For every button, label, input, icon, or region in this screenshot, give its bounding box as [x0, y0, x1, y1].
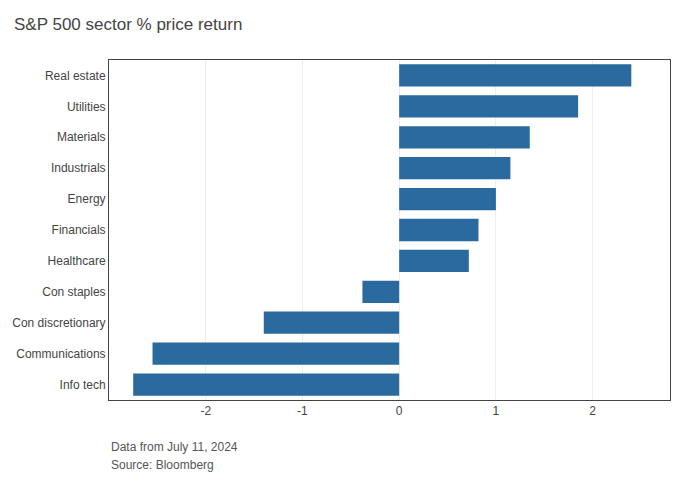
- svg-text:Utilities: Utilities: [67, 100, 106, 114]
- svg-text:Healthcare: Healthcare: [48, 254, 106, 268]
- svg-text:-2: -2: [200, 404, 211, 418]
- svg-text:Con staples: Con staples: [42, 285, 105, 299]
- svg-text:Materials: Materials: [57, 130, 106, 144]
- svg-text:2: 2: [589, 404, 596, 418]
- svg-text:Source: Bloomberg: Source: Bloomberg: [111, 458, 214, 472]
- svg-text:Communications: Communications: [16, 347, 105, 361]
- svg-text:Data from July 11, 2024: Data from July 11, 2024: [111, 440, 238, 454]
- svg-text:Financials: Financials: [52, 223, 106, 237]
- svg-text:S&P 500 sector % price return: S&P 500 sector % price return: [14, 15, 242, 34]
- svg-text:Industrials: Industrials: [51, 161, 106, 175]
- svg-text:0: 0: [396, 404, 403, 418]
- svg-text:Energy: Energy: [68, 192, 106, 206]
- svg-text:-1: -1: [297, 404, 308, 418]
- svg-text:Real estate: Real estate: [45, 69, 106, 83]
- svg-text:Info tech: Info tech: [60, 378, 106, 392]
- svg-text:1: 1: [493, 404, 500, 418]
- svg-text:Con discretionary: Con discretionary: [12, 316, 105, 330]
